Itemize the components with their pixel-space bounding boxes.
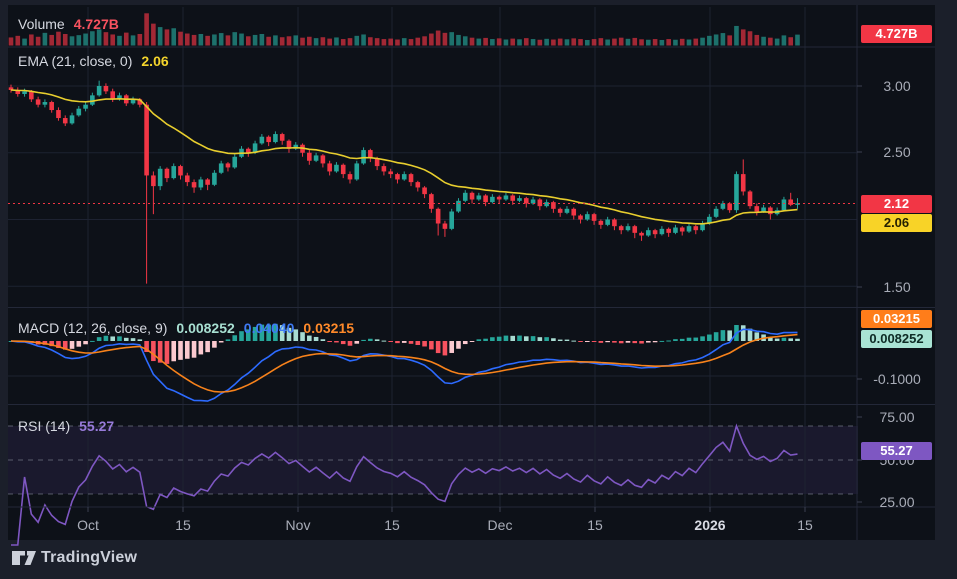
- price-axis-badge: 55.27: [861, 442, 932, 460]
- time-axis-label: Oct: [77, 517, 99, 533]
- ema-legend-label: EMA (21, close, 0): [18, 53, 133, 69]
- rsi-legend-value: 55.27: [79, 418, 115, 434]
- pane-separators: [8, 5, 935, 540]
- ema-line: [10, 89, 798, 225]
- ema-overlay: [10, 89, 798, 225]
- time-axis-label: 15: [384, 517, 400, 533]
- macd-signal: [10, 333, 798, 393]
- tradingview-watermark[interactable]: TradingView: [12, 549, 137, 567]
- volume-legend-value: 4.727B: [73, 16, 119, 32]
- rsi-levels: [8, 425, 858, 495]
- time-axis-label: 2026: [694, 517, 726, 533]
- price-axis-label: 3.00: [883, 78, 911, 94]
- macd-legend-label: MACD (12, 26, close, 9): [18, 320, 168, 336]
- time-axis-label: 15: [797, 517, 813, 533]
- price-axis-badge: 2.12: [861, 195, 932, 213]
- volume-series: [8, 13, 800, 46]
- price-axis-label: 2.50: [883, 144, 911, 160]
- macd-hist-value: 0.008252: [176, 320, 235, 336]
- price-axis-label: -0.1000: [873, 371, 921, 387]
- price-axis-label: 25.00: [879, 494, 915, 510]
- volume-legend-label: Volume: [18, 16, 65, 32]
- macd-legend[interactable]: MACD (12, 26, close, 9) 0.008252 0.04040…: [18, 320, 354, 336]
- gridlines: [8, 7, 857, 507]
- rsi-legend[interactable]: RSI (14) 55.27: [18, 418, 114, 434]
- rsi-series: [11, 423, 798, 546]
- chart-panel: [8, 5, 935, 540]
- price-axis-badge: 0.03215: [861, 310, 932, 328]
- price-axis-badge: 4.727B: [861, 25, 932, 43]
- macd-signal-value: 0.03215: [303, 320, 355, 336]
- rsi-line: [11, 423, 798, 546]
- candle-series: [8, 80, 800, 284]
- time-axis-label: 15: [175, 517, 191, 533]
- time-axis-label: Dec: [487, 517, 513, 533]
- macd-histogram: [8, 323, 800, 364]
- ema-legend[interactable]: EMA (21, close, 0) 2.06: [18, 53, 169, 69]
- price-axis-label: 1.50: [883, 279, 911, 295]
- tradingview-watermark-text: TradingView: [41, 549, 138, 566]
- rsi-legend-label: RSI (14): [18, 418, 71, 434]
- time-axis-label: Nov: [285, 517, 311, 533]
- ema-legend-value: 2.06: [141, 53, 169, 69]
- time-axis-label: 15: [587, 517, 603, 533]
- macd-signal-line: [10, 333, 798, 393]
- tradingview-logo-icon: [12, 551, 36, 565]
- price-axis-badge: 2.06: [861, 214, 932, 232]
- price-axis-badge: 0.008252: [861, 330, 932, 348]
- price-axis-label: 75.00: [879, 409, 915, 425]
- macd-line-value: 0.04040: [243, 320, 295, 336]
- volume-legend[interactable]: Volume 4.727B: [18, 16, 119, 32]
